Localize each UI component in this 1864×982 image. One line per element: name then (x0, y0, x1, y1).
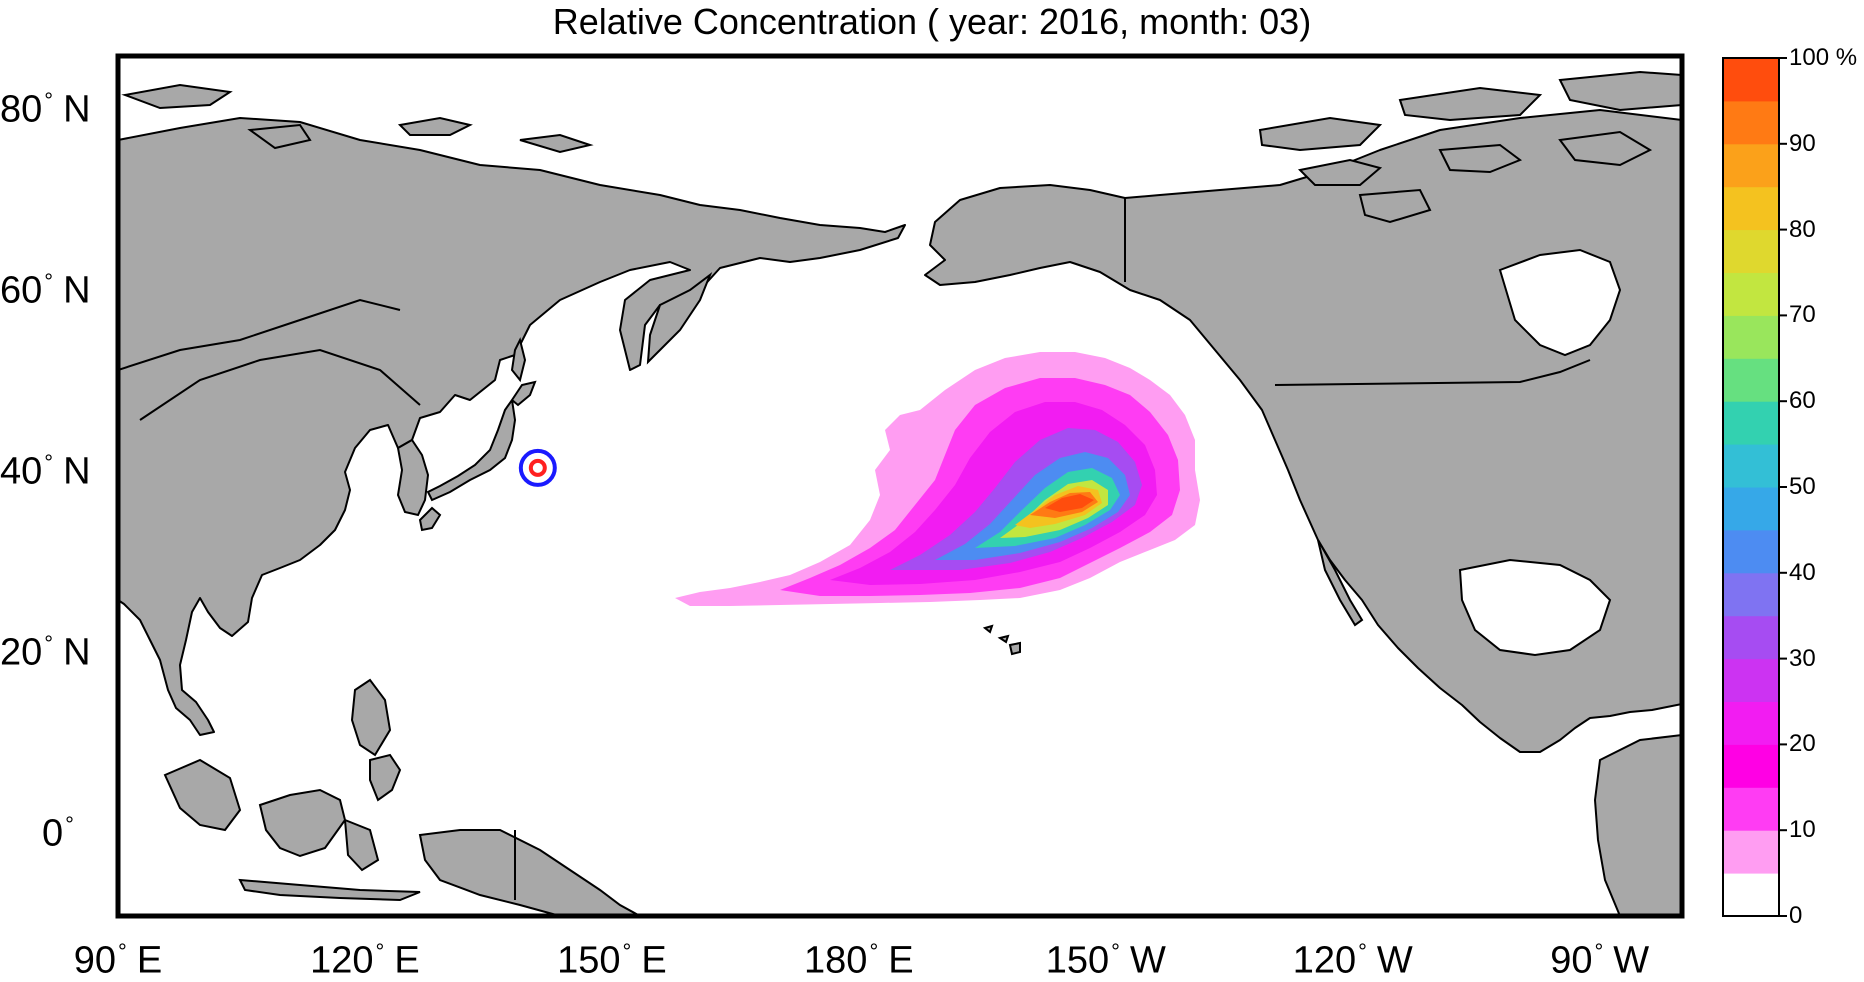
colorbar-tick-label: 80 (1789, 215, 1816, 243)
colorbar-segment (1723, 701, 1779, 745)
lat-label-20: 20° N (0, 631, 91, 675)
colorbar-segment (1723, 229, 1779, 273)
lon-label-90W: 90° W (1550, 939, 1650, 982)
colorbar-tick-label: 60 (1789, 387, 1816, 415)
colorbar-segment (1723, 830, 1779, 874)
colorbar-tick-label: 90 (1789, 129, 1816, 157)
colorbar-segment (1723, 272, 1779, 316)
arctic-islands (1258, 70, 1682, 224)
source-location-outer-ring (518, 448, 557, 487)
lon-label-120E: 120° E (310, 939, 420, 982)
colorbar-segment (1723, 186, 1779, 231)
colorbar-segment (1723, 100, 1779, 145)
lon-label-150W: 150° W (1045, 939, 1166, 982)
colorbar-segment (1723, 401, 1779, 445)
colorbar-tick-label: 100 % (1789, 44, 1858, 71)
map-title: Relative Concentration ( year: 2016, mon… (552, 1, 1312, 42)
colorbar-tick-label: 20 (1789, 730, 1816, 758)
hudson-bay-water (1498, 248, 1622, 357)
lon-label-180E: 180° E (804, 939, 914, 982)
plume-contour-level-10 (1045, 494, 1094, 512)
colorbar-tick-label: 0 (1789, 902, 1803, 929)
colorbar-segment (1723, 529, 1779, 574)
lat-label-0: 0° (42, 812, 74, 856)
source-location-inner-ring (528, 458, 547, 477)
lon-label-90E: 90° E (73, 939, 163, 982)
colorbar-segment (1723, 58, 1779, 102)
concentration-plume (675, 352, 1200, 606)
colorbar-tick-label: 30 (1789, 644, 1816, 672)
colorbar (1723, 57, 1787, 917)
lon-label-150E: 150° E (557, 939, 667, 982)
lon-label-120W: 120° W (1292, 939, 1413, 982)
colorbar-segment (1723, 658, 1779, 702)
colorbar-frame (1722, 57, 1780, 917)
lat-label-80: 80° N (0, 88, 91, 131)
country-borders (118, 198, 1591, 900)
japan-islands (418, 337, 537, 532)
south-america-landmass (1593, 733, 1682, 916)
lat-label-40: 40° N (0, 450, 91, 494)
colorbar-segment (1723, 444, 1779, 488)
colorbar-segment (1723, 487, 1779, 531)
asia-landmass (118, 117, 906, 736)
southeast-asia-islands (163, 678, 641, 916)
korea-peninsula (396, 438, 430, 517)
colorbar-segment (1723, 143, 1779, 188)
colorbar-tick-label: 10 (1789, 816, 1816, 844)
colorbar-segment (1723, 787, 1779, 831)
colorbar-tick-label: 40 (1789, 558, 1816, 586)
lat-label-60: 60° N (0, 269, 91, 312)
kamchatka (646, 272, 713, 365)
colorbar-segment (1723, 315, 1779, 359)
colorbar-segment (1723, 744, 1779, 788)
hawaii-islands (982, 624, 1021, 656)
colorbar-segment (1723, 572, 1779, 617)
siberia-arctic-islands (121, 83, 594, 154)
gulf-of-mexico-water (1458, 558, 1612, 657)
map-frame (115, 53, 1685, 919)
colorbar-tick-label: 50 (1789, 473, 1816, 500)
colorbar-segment (1723, 873, 1779, 917)
baja-california (1317, 539, 1364, 627)
colorbar-segment (1723, 358, 1779, 402)
colorbar-tick-label: 70 (1789, 301, 1816, 329)
colorbar-segment (1723, 615, 1779, 660)
